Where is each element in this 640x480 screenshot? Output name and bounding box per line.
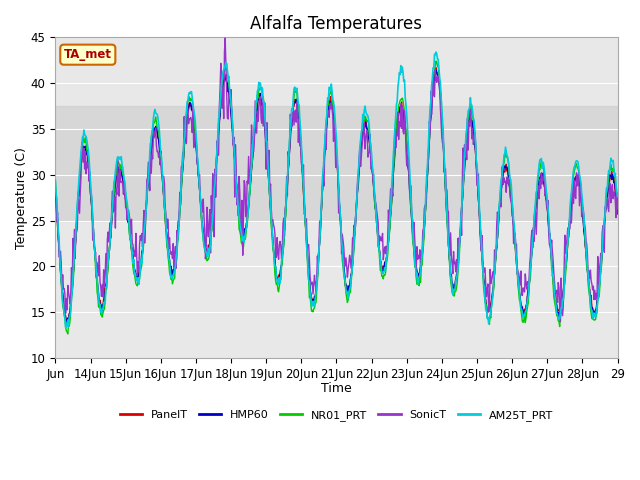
Title: Alfalfa Temperatures: Alfalfa Temperatures [250,15,422,33]
NR01_PRT [511,230,518,236]
AM25T_PRT [176,204,184,210]
NR01_PRT [527,260,535,266]
PanelT [432,65,440,71]
NR01_PRT [614,201,621,206]
SonicT [52,190,60,195]
Legend: PanelT, HMP60, NR01_PRT, SonicT, AM25T_PRT: PanelT, HMP60, NR01_PRT, SonicT, AM25T_P… [115,405,557,425]
X-axis label: Time: Time [321,382,352,395]
AM25T_PRT [432,49,440,55]
AM25T_PRT [62,324,70,330]
AM25T_PRT [511,223,518,229]
PanelT [52,184,60,190]
SonicT [527,253,534,259]
HMP60 [176,204,184,210]
AM25T_PRT [457,217,465,223]
SonicT [175,211,183,217]
NR01_PRT [457,222,465,228]
HMP60 [457,221,465,227]
HMP60 [432,68,440,73]
HMP60 [129,252,137,258]
SonicT [60,286,68,291]
HMP60 [63,319,70,325]
Text: TA_met: TA_met [64,48,112,61]
HMP60 [52,189,60,194]
AM25T_PRT [527,259,535,265]
SonicT [614,206,621,212]
Y-axis label: Temperature (C): Temperature (C) [15,147,28,249]
SonicT [557,319,564,324]
AM25T_PRT [60,311,68,317]
PanelT [63,320,70,326]
HMP60 [60,307,68,312]
Line: NR01_PRT: NR01_PRT [56,61,618,334]
NR01_PRT [129,264,137,270]
Line: HMP60: HMP60 [56,71,618,322]
Line: PanelT: PanelT [56,68,618,323]
Line: SonicT: SonicT [56,38,618,322]
PanelT [60,308,68,313]
SonicT [221,35,229,41]
PanelT [457,220,465,226]
PanelT [527,255,535,261]
AM25T_PRT [614,194,621,200]
AM25T_PRT [52,178,60,183]
HMP60 [527,257,535,263]
PanelT [129,254,137,260]
PanelT [614,211,621,217]
Bar [56,106,618,221]
NR01_PRT [60,312,68,318]
HMP60 [614,204,621,210]
SonicT [129,240,136,246]
SonicT [509,241,517,247]
NR01_PRT [64,331,72,337]
NR01_PRT [176,208,184,214]
PanelT [511,232,518,238]
HMP60 [511,230,518,236]
AM25T_PRT [129,261,137,266]
NR01_PRT [52,179,60,184]
SonicT [456,239,464,245]
Line: AM25T_PRT: AM25T_PRT [56,52,618,327]
NR01_PRT [432,58,440,64]
PanelT [176,210,184,216]
